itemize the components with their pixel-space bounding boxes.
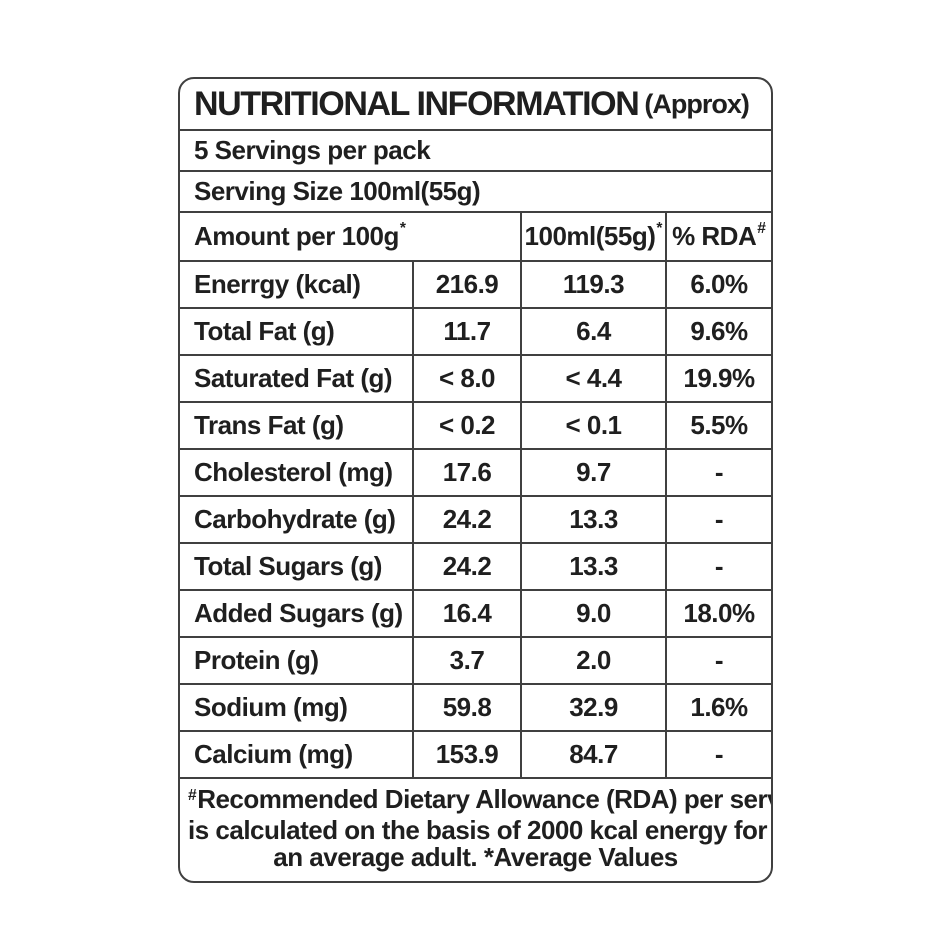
value-per-100g: < 0.2 (414, 403, 522, 448)
value-rda: - (714, 739, 724, 769)
table-row-cholesterol: Cholesterol (mg) 17.6 9.7 - (180, 448, 771, 495)
footnote-line-1: #Recommended Dietary Allowance (RDA) per… (188, 784, 773, 814)
value-rda: - (714, 504, 724, 534)
value-per-100g: 153.9 (414, 732, 522, 777)
value-rda: 19.9% (683, 363, 755, 393)
table-row-added-sugars: Added Sugars (g) 16.4 9.0 18.0% (180, 589, 771, 636)
value-per-100g: 24.2 (414, 544, 522, 589)
table-header-row: Amount per 100g * 100ml(55g) * % RDA # (180, 211, 771, 260)
serving-size: Serving Size 100ml(55g) (180, 170, 771, 211)
header-rda: % RDA # (672, 219, 766, 251)
value-per-100ml: 119.3 (522, 262, 667, 307)
rda-hash: # (757, 219, 766, 237)
nutrient-name: Carbohydrate (g) (180, 497, 414, 542)
value-rda: - (714, 551, 724, 581)
nutrient-name: Calcium (mg) (180, 732, 414, 777)
value-per-100ml: 13.3 (522, 497, 667, 542)
value-rda: - (714, 457, 724, 487)
value-per-100g: 11.7 (414, 309, 522, 354)
value-per-100g: 16.4 (414, 591, 522, 636)
nutrient-name: Protein (g) (180, 638, 414, 683)
value-per-100ml: 32.9 (522, 685, 667, 730)
table-row-sodium: Sodium (mg) 59.8 32.9 1.6% (180, 683, 771, 730)
label-title-row: NUTRITIONAL INFORMATION (Approx) (180, 79, 771, 129)
nutrient-name: Total Sugars (g) (180, 544, 414, 589)
value-rda: 5.5% (690, 410, 748, 440)
value-per-100ml: < 0.1 (522, 403, 667, 448)
value-per-100ml: 84.7 (522, 732, 667, 777)
value-per-100ml: < 4.4 (522, 356, 667, 401)
value-per-100ml: 13.3 (522, 544, 667, 589)
value-rda: 1.6% (690, 692, 748, 722)
value-per-100g: 24.2 (414, 497, 522, 542)
nutrient-name: Saturated Fat (g) (180, 356, 414, 401)
footnote-line-2: is calculated on the basis of 2000 kcal … (188, 815, 768, 845)
value-rda: 6.0% (690, 269, 748, 299)
value-per-100g: 17.6 (414, 450, 522, 495)
serving-asterisk: * (656, 219, 663, 237)
value-per-100ml: 6.4 (522, 309, 667, 354)
label-title: NUTRITIONAL INFORMATION (194, 84, 640, 123)
value-rda: - (714, 645, 724, 675)
table-row-calcium: Calcium (mg) 153.9 84.7 - (180, 730, 771, 777)
footnote-line-3: an average adult. *Average Values (273, 842, 678, 872)
table-row-protein: Protein (g) 3.7 2.0 - (180, 636, 771, 683)
nutrient-name: Total Fat (g) (180, 309, 414, 354)
footnote: #Recommended Dietary Allowance (RDA) per… (180, 777, 771, 881)
nutrition-label: NUTRITIONAL INFORMATION (Approx) 5 Servi… (178, 77, 773, 883)
value-per-100g: 216.9 (414, 262, 522, 307)
value-per-100g: < 8.0 (414, 356, 522, 401)
value-rda: 18.0% (683, 598, 755, 628)
header-per-serving: 100ml(55g) * (522, 213, 667, 260)
value-per-100g: 3.7 (414, 638, 522, 683)
label-title-approx: (Approx) (644, 88, 749, 119)
servings-per-pack: 5 Servings per pack (180, 129, 771, 170)
value-per-100ml: 9.7 (522, 450, 667, 495)
table-row-carbohydrate: Carbohydrate (g) 24.2 13.3 - (180, 495, 771, 542)
header-amount-per-100g: Amount per 100g * (180, 213, 522, 260)
nutrient-name: Cholesterol (mg) (180, 450, 414, 495)
servings-per-pack-text: 5 Servings per pack (194, 135, 431, 165)
value-per-100g: 59.8 (414, 685, 522, 730)
nutrient-name: Added Sugars (g) (180, 591, 414, 636)
footnote-hash-marker: # (188, 787, 197, 805)
nutrient-name: Sodium (mg) (180, 685, 414, 730)
value-per-100ml: 9.0 (522, 591, 667, 636)
amount-asterisk: * (399, 219, 406, 237)
nutrient-name: Enerrgy (kcal) (180, 262, 414, 307)
serving-size-text: Serving Size 100ml(55g) (194, 176, 481, 206)
table-row-total-fat: Total Fat (g) 11.7 6.4 9.6% (180, 307, 771, 354)
nutrient-name: Trans Fat (g) (180, 403, 414, 448)
table-row-trans-fat: Trans Fat (g) < 0.2 < 0.1 5.5% (180, 401, 771, 448)
table-row-energy: Enerrgy (kcal) 216.9 119.3 6.0% (180, 260, 771, 307)
value-rda: 9.6% (690, 316, 748, 346)
value-per-100ml: 2.0 (522, 638, 667, 683)
table-row-total-sugars: Total Sugars (g) 24.2 13.3 - (180, 542, 771, 589)
table-row-saturated-fat: Saturated Fat (g) < 8.0 < 4.4 19.9% (180, 354, 771, 401)
